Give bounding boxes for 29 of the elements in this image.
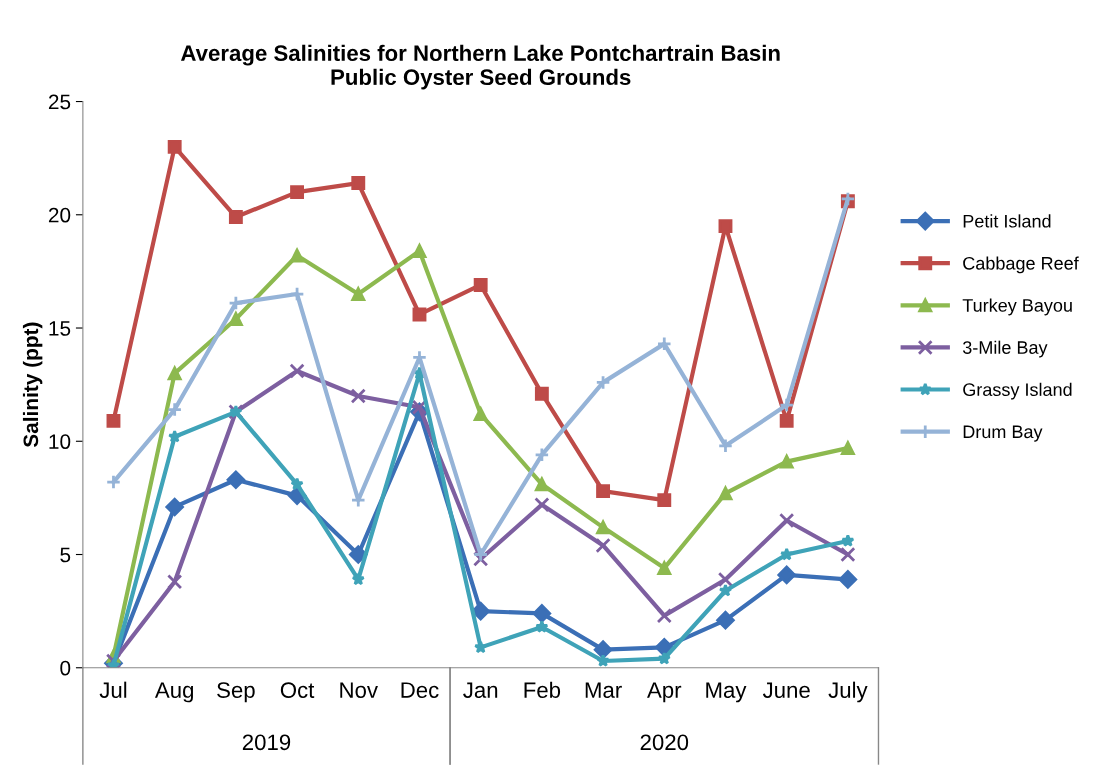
- x-tick-label: Sep: [217, 682, 255, 703]
- x-tick-label: Aug: [154, 682, 194, 703]
- x-tick-label: June: [762, 682, 810, 698]
- x-tick-label: Nov: [340, 682, 378, 698]
- text: 2020: [640, 734, 689, 751]
- x-tick-label: Mar: [585, 682, 622, 698]
- legend-label: Cabbage Reef: [963, 256, 1079, 274]
- x-tick-label: Dec: [401, 682, 439, 698]
- y-tick-label: 25: [48, 94, 71, 110]
- y-tick-label: 0: [60, 660, 71, 676]
- x-tick-label: Jan: [463, 682, 498, 698]
- x-tick-label: Apr: [647, 682, 682, 703]
- y-tick-label: 5: [60, 547, 71, 563]
- legend-label: Turkey Bayou: [962, 298, 1072, 316]
- text: 2019: [242, 734, 291, 751]
- legend-label: Petit Island: [963, 214, 1051, 228]
- chart-title: Average Salinities for Northern Lake Pontchartrain Basin Public Oyster Seed Grounds: [180, 44, 780, 90]
- x-tick-label: Oct: [280, 682, 315, 698]
- y-tick-label: 15: [49, 321, 71, 336]
- x-tick-label: July: [828, 681, 868, 703]
- y-tick-label: 10: [49, 434, 71, 450]
- y-tick-label: 20: [48, 207, 71, 223]
- x-tick-label: May: [706, 682, 747, 703]
- legend-label: Grassy Island: [963, 382, 1072, 400]
- x-tick-label: Feb: [524, 681, 561, 698]
- x-tick-label: Jul: [99, 681, 127, 698]
- legend-label: Drum Bay: [963, 425, 1043, 442]
- y-axis-title: Salinity (ppt): [22, 322, 43, 448]
- legend-label: 3-Mile Bay: [962, 340, 1048, 358]
